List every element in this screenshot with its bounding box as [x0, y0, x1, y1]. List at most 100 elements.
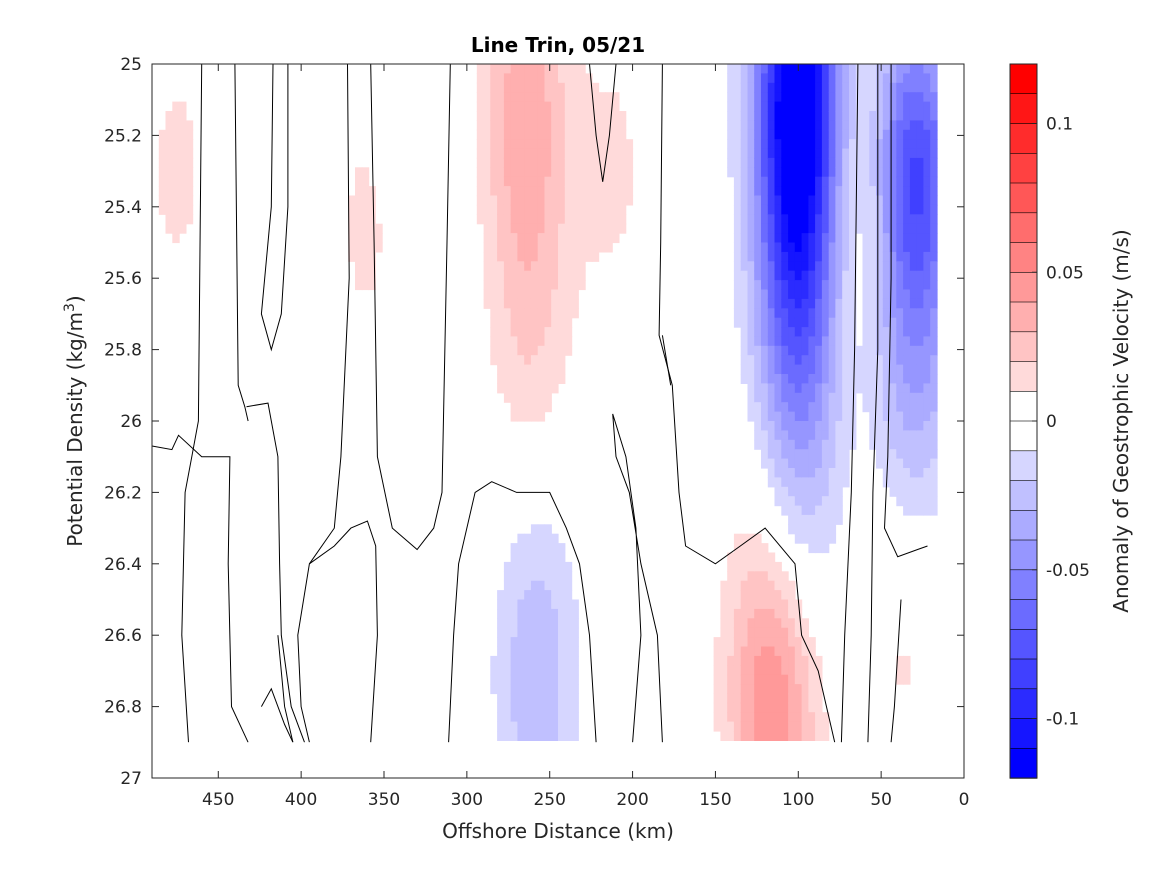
heatmap-cell — [510, 702, 518, 713]
heatmap-cell — [930, 148, 938, 159]
heatmap-cell — [503, 129, 512, 140]
heatmap-cell — [490, 345, 498, 356]
heatmap-cell — [530, 148, 539, 159]
heatmap-cell — [815, 458, 823, 469]
heatmap-cell — [551, 646, 559, 657]
heatmap-cell — [530, 646, 539, 657]
heatmap-cell — [537, 392, 546, 403]
heatmap-cell — [903, 298, 911, 309]
heatmap-cell — [862, 392, 870, 403]
heatmap-cell — [591, 176, 600, 187]
x-tick-label: 0 — [959, 790, 970, 810]
heatmap-cell — [179, 111, 187, 121]
heatmap-cell — [767, 712, 776, 723]
heatmap-cell — [490, 223, 498, 234]
heatmap-cell — [794, 646, 803, 657]
heatmap-cell — [564, 712, 573, 723]
y-tick-label: 26 — [120, 412, 142, 432]
colorbar-tick-label: -0.05 — [1046, 561, 1090, 581]
heatmap-cell — [916, 73, 924, 84]
heatmap-cell — [740, 627, 749, 638]
heatmap-cell — [930, 449, 938, 460]
heatmap-cell — [828, 120, 837, 131]
heatmap-cell — [591, 139, 600, 150]
heatmap-cell — [558, 646, 566, 657]
heatmap-cell — [612, 233, 620, 244]
heatmap-cell — [551, 336, 559, 347]
heatmap-cell — [551, 571, 559, 582]
heatmap-cell — [524, 684, 532, 695]
heatmap-cell — [625, 167, 634, 178]
heatmap-cell — [558, 176, 566, 187]
heatmap-cell — [754, 327, 762, 338]
heatmap-cell — [767, 317, 776, 328]
heatmap-cell — [821, 524, 830, 535]
heatmap-cell — [524, 101, 532, 112]
heatmap-cell — [733, 533, 742, 544]
heatmap-cell — [842, 289, 850, 300]
heatmap-cell — [835, 233, 843, 244]
heatmap-cell — [490, 204, 498, 215]
heatmap-cell — [754, 298, 762, 309]
heatmap-cell — [876, 129, 884, 140]
heatmap-cell — [801, 468, 809, 478]
heatmap-cell — [855, 148, 864, 159]
heatmap-cell — [767, 421, 776, 431]
heatmap-cell — [510, 580, 518, 591]
heatmap-cell — [788, 204, 796, 215]
heatmap-cell — [882, 439, 891, 450]
heatmap-cell — [801, 345, 809, 356]
heatmap-cell — [517, 82, 525, 93]
heatmap-cell — [510, 214, 518, 225]
heatmap-cell — [842, 139, 850, 150]
heatmap-cell — [497, 195, 505, 206]
heatmap-cell — [916, 167, 924, 178]
heatmap-cell — [801, 430, 809, 441]
heatmap-cell — [761, 421, 769, 431]
heatmap-cell — [889, 129, 897, 140]
heatmap-cell — [551, 308, 559, 319]
heatmap-cell — [930, 233, 938, 244]
heatmap-cell — [774, 167, 782, 178]
heatmap-cell — [815, 289, 823, 300]
heatmap-cell — [876, 186, 884, 197]
heatmap-cell — [767, 383, 776, 394]
heatmap-cell — [794, 637, 803, 648]
heatmap-cell — [876, 92, 884, 103]
heatmap-cell — [821, 712, 830, 723]
heatmap-cell — [740, 665, 749, 676]
heatmap-cell — [835, 505, 843, 516]
heatmap-cell — [564, 139, 573, 150]
heatmap-cell — [361, 242, 370, 253]
heatmap-cell — [909, 402, 918, 413]
heatmap-cell — [801, 514, 809, 525]
heatmap-cell — [896, 317, 904, 328]
heatmap-cell — [801, 505, 809, 516]
heatmap-cell — [740, 693, 749, 704]
heatmap-cell — [801, 646, 809, 657]
heatmap-cell — [497, 618, 505, 629]
heatmap-cell — [835, 73, 843, 84]
heatmap-cell — [618, 139, 627, 150]
heatmap-cell — [767, 439, 776, 450]
heatmap-cell — [916, 64, 924, 74]
heatmap-cell — [747, 167, 755, 178]
heatmap-cell — [930, 223, 938, 234]
zero-contour-line — [589, 63, 617, 182]
heatmap-cell — [497, 176, 505, 187]
heatmap-cell — [781, 336, 789, 347]
heatmap-cell — [517, 702, 525, 713]
heatmap-cell — [876, 251, 884, 262]
heatmap-cell — [821, 186, 830, 197]
heatmap-cell — [727, 665, 735, 676]
heatmap-cell — [882, 242, 891, 253]
heatmap-cell — [896, 139, 904, 150]
heatmap-cell — [761, 674, 769, 685]
heatmap-cell — [740, 543, 749, 554]
heatmap-cell — [733, 608, 742, 619]
heatmap-cell — [497, 702, 505, 713]
heatmap-cell — [591, 242, 600, 253]
heatmap-cell — [490, 214, 498, 225]
heatmap-cell — [564, 270, 573, 281]
heatmap-cell — [537, 543, 546, 554]
